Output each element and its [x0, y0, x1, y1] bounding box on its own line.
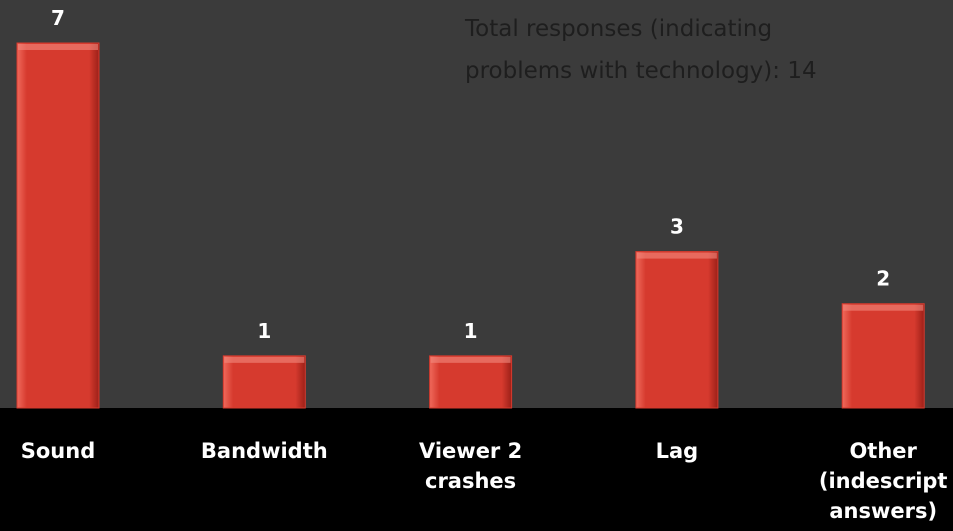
bar	[429, 355, 513, 409]
bar-top-bevel	[224, 356, 305, 363]
value-label: 3	[670, 215, 684, 239]
x-tick-label: Sound	[20, 439, 96, 463]
value-label: 2	[876, 267, 890, 291]
label-band	[0, 408, 953, 531]
x-tick-label: Other (indescript answers)	[818, 439, 948, 523]
x-tick-label: Lag	[655, 439, 699, 463]
bar-top-bevel	[430, 356, 511, 363]
value-label: 1	[257, 319, 271, 343]
annotation-line: problems with technology): 14	[465, 58, 817, 84]
bar	[635, 251, 719, 409]
value-label: 1	[464, 319, 478, 343]
bar	[16, 42, 100, 409]
plot-area	[0, 0, 953, 408]
bar-top-bevel	[843, 304, 924, 311]
bar	[841, 303, 925, 409]
bar	[222, 355, 306, 409]
bar-top-bevel	[18, 44, 98, 50]
value-label: 7	[51, 6, 65, 30]
x-tick-label: Viewer 2 crashes	[418, 439, 523, 493]
x-tick-label: Bandwidth	[200, 439, 328, 463]
annotation-line: Total responses (indicating	[465, 16, 773, 42]
bar-top-bevel	[636, 252, 717, 259]
